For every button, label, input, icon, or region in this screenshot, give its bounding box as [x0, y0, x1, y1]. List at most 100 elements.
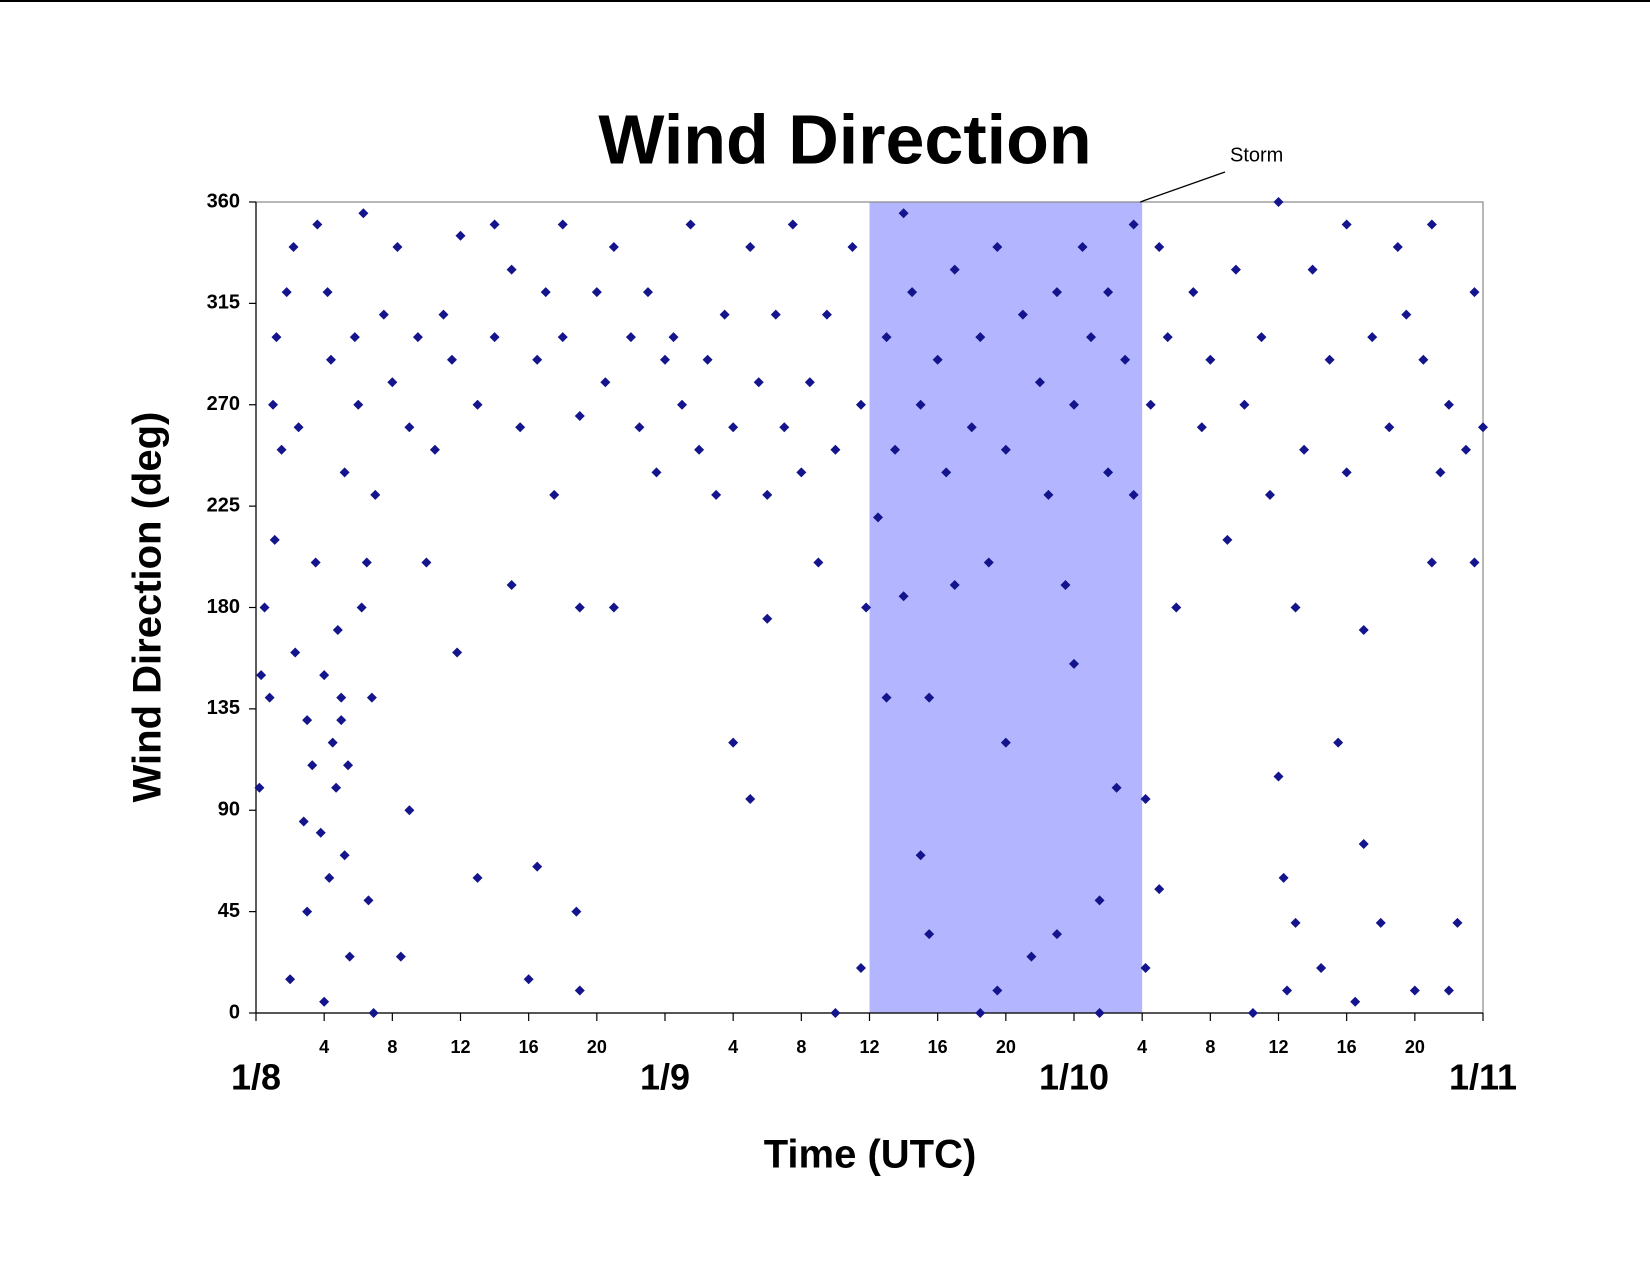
data-point	[642, 287, 653, 298]
data-point	[1140, 962, 1151, 973]
y-tick-label: 315	[207, 292, 240, 314]
data-point	[847, 242, 858, 253]
data-point	[608, 602, 619, 613]
data-point	[1111, 782, 1122, 793]
data-point	[343, 760, 354, 771]
data-point	[1154, 242, 1165, 253]
data-point	[298, 816, 309, 827]
data-point	[1290, 602, 1301, 613]
data-point	[753, 377, 764, 388]
data-point	[1282, 985, 1293, 996]
data-point	[1299, 444, 1310, 455]
data-point	[1120, 354, 1131, 365]
data-point	[392, 242, 403, 253]
data-point	[1278, 872, 1289, 883]
data-point	[489, 219, 500, 230]
x-tick-label: 20	[587, 1037, 607, 1057]
data-point	[378, 309, 389, 320]
data-point	[711, 489, 722, 500]
data-point	[370, 489, 381, 500]
data-point	[1256, 332, 1267, 343]
data-point	[1426, 557, 1437, 568]
x-major-label: 1/11	[1449, 1057, 1517, 1098]
data-point	[1060, 579, 1071, 590]
data-point	[608, 242, 619, 253]
data-point	[349, 332, 360, 343]
data-point	[1171, 602, 1182, 613]
data-point	[855, 962, 866, 973]
y-tick-label: 180	[207, 596, 240, 618]
data-point	[1375, 917, 1386, 928]
x-tick-label: 8	[387, 1037, 397, 1057]
data-point	[1443, 985, 1454, 996]
data-point	[1435, 467, 1446, 478]
data-point	[719, 309, 730, 320]
data-point	[924, 929, 935, 940]
data-point	[506, 579, 517, 590]
data-point	[1316, 962, 1327, 973]
data-point	[489, 332, 500, 343]
data-point	[1247, 1008, 1258, 1018]
data-point	[881, 332, 892, 343]
data-point	[966, 422, 977, 433]
data-point	[288, 242, 299, 253]
x-tick-label: 12	[1268, 1037, 1288, 1057]
data-point	[571, 906, 582, 917]
storm-label: Storm	[1230, 144, 1283, 166]
data-point	[1094, 895, 1105, 906]
x-tick-label: 8	[796, 1037, 806, 1057]
data-point	[1000, 444, 1011, 455]
data-point	[1103, 467, 1114, 478]
data-point	[932, 354, 943, 365]
data-point	[285, 974, 296, 985]
x-axis-title: Time (UTC)	[764, 1133, 977, 1177]
data-point	[557, 219, 568, 230]
x-tick-label: 20	[996, 1037, 1016, 1057]
x-tick-label: 16	[928, 1037, 948, 1057]
data-point	[327, 737, 338, 748]
data-point	[915, 399, 926, 410]
data-point	[1358, 839, 1369, 850]
data-point	[1196, 422, 1207, 433]
data-point	[1043, 489, 1054, 500]
data-point	[412, 332, 423, 343]
data-point	[855, 399, 866, 410]
data-point	[429, 444, 440, 455]
data-point	[949, 579, 960, 590]
data-point	[1358, 625, 1369, 636]
data-point	[574, 985, 585, 996]
data-point	[1469, 557, 1480, 568]
data-point	[1222, 534, 1233, 545]
data-point	[1392, 242, 1403, 253]
data-point	[830, 444, 841, 455]
data-point	[302, 906, 313, 917]
data-point	[332, 625, 343, 636]
data-point	[356, 602, 367, 613]
data-point	[600, 377, 611, 388]
data-point	[1239, 399, 1250, 410]
data-point	[446, 354, 457, 365]
data-point	[331, 782, 342, 793]
data-point	[651, 467, 662, 478]
data-point	[1324, 354, 1335, 365]
data-point	[322, 287, 333, 298]
data-point	[1384, 422, 1395, 433]
data-point	[353, 399, 364, 410]
data-point	[1401, 309, 1412, 320]
data-point	[779, 422, 790, 433]
data-point	[254, 782, 265, 793]
y-tick-label: 270	[207, 393, 240, 415]
x-major-label: 1/10	[1039, 1057, 1109, 1098]
x-tick-label: 4	[1137, 1037, 1147, 1057]
y-tick-label: 225	[207, 494, 240, 516]
storm-band	[869, 202, 1143, 1013]
data-point	[770, 309, 781, 320]
data-point	[1145, 399, 1156, 410]
data-point	[1290, 917, 1301, 928]
data-point	[685, 219, 696, 230]
data-point	[660, 354, 670, 365]
data-point	[745, 242, 756, 253]
chart-title: Wind Direction	[598, 100, 1091, 178]
data-point	[813, 557, 824, 568]
